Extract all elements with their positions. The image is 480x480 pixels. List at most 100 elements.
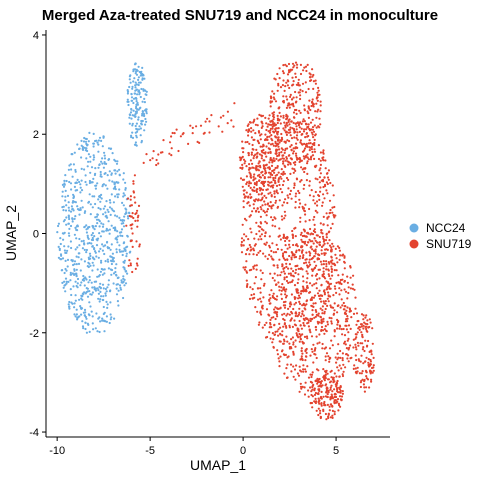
point [62, 185, 66, 188]
point [323, 183, 327, 186]
point [65, 269, 68, 272]
point [287, 178, 290, 181]
point [247, 184, 250, 187]
point [115, 274, 118, 277]
point [115, 162, 119, 165]
point [130, 99, 133, 102]
point [264, 243, 267, 246]
point [309, 156, 313, 159]
point [279, 274, 282, 277]
point [106, 306, 109, 309]
point [255, 268, 258, 271]
point [327, 355, 330, 358]
point [365, 377, 368, 380]
point [291, 229, 294, 233]
point [221, 130, 224, 133]
point [126, 90, 130, 93]
point [299, 158, 302, 161]
point [111, 209, 114, 212]
point [291, 336, 294, 339]
point [299, 111, 302, 114]
point [304, 136, 307, 139]
point [278, 77, 281, 80]
point [311, 388, 314, 391]
point [274, 176, 277, 180]
point [331, 395, 334, 398]
point [134, 212, 137, 216]
point [96, 275, 99, 278]
point [273, 192, 276, 195]
point [203, 131, 206, 134]
point [62, 209, 65, 212]
point [300, 327, 303, 330]
point [334, 247, 337, 250]
point [56, 231, 59, 234]
point [309, 298, 312, 302]
point [319, 163, 322, 166]
point [252, 265, 255, 268]
point [313, 157, 316, 160]
point [308, 149, 311, 152]
point [299, 94, 302, 97]
point [65, 216, 68, 219]
point [260, 306, 264, 309]
point [104, 215, 107, 218]
point [318, 93, 321, 96]
point [267, 183, 270, 186]
point [271, 332, 274, 335]
point [270, 289, 273, 292]
point [262, 180, 265, 183]
point [259, 269, 262, 272]
point [266, 208, 269, 211]
point [319, 260, 322, 263]
point [280, 248, 283, 251]
point [285, 275, 288, 279]
point [314, 209, 317, 212]
point [109, 147, 113, 150]
point [328, 230, 331, 233]
point [233, 102, 236, 105]
point [69, 182, 73, 185]
point [301, 358, 304, 362]
point [314, 309, 317, 312]
point [141, 110, 144, 113]
point [100, 160, 103, 163]
y-tick-label: 4 [33, 30, 39, 42]
point [92, 328, 95, 331]
point [249, 175, 252, 178]
point [126, 235, 129, 238]
point [360, 372, 363, 375]
point [322, 185, 325, 189]
point [326, 182, 329, 186]
point [292, 121, 295, 124]
point [279, 333, 282, 336]
point [367, 358, 370, 361]
point [272, 345, 275, 349]
point [347, 337, 350, 340]
point [101, 157, 104, 160]
point [303, 393, 307, 396]
point [362, 318, 365, 321]
point [355, 312, 359, 315]
point [327, 291, 330, 294]
point [170, 154, 173, 157]
point [277, 130, 280, 133]
point [300, 166, 303, 169]
point [299, 216, 302, 219]
point [328, 287, 331, 290]
point [284, 296, 288, 299]
point [258, 160, 261, 163]
point [318, 333, 321, 336]
point [336, 382, 339, 385]
point [248, 215, 251, 218]
point [298, 126, 301, 129]
point [270, 195, 273, 198]
point [271, 112, 274, 115]
point [81, 325, 85, 328]
point [57, 224, 60, 228]
point [287, 272, 290, 275]
point [300, 238, 303, 241]
point [289, 145, 292, 148]
point [293, 116, 296, 119]
point [68, 164, 71, 167]
